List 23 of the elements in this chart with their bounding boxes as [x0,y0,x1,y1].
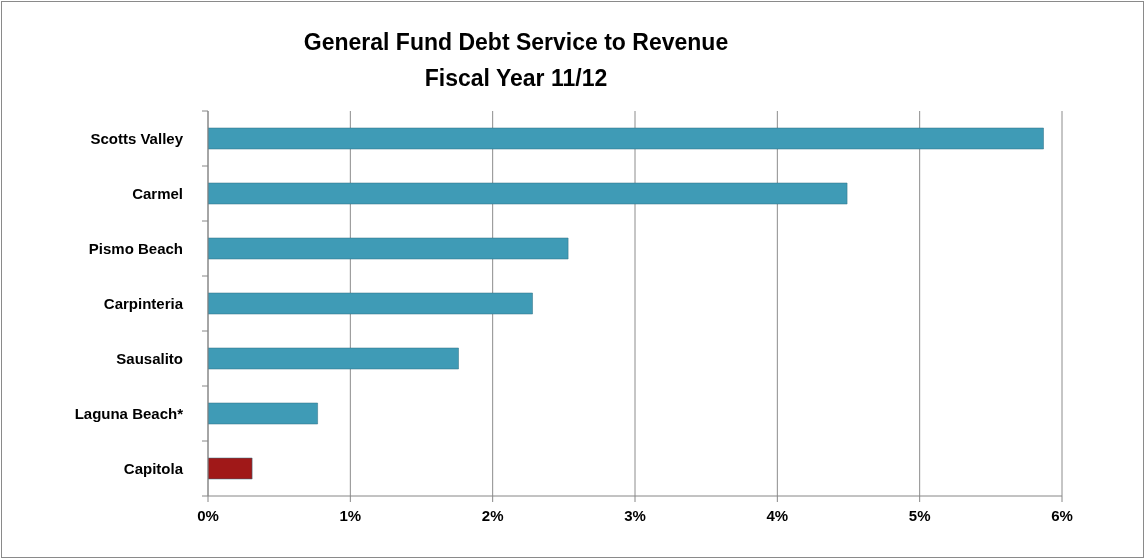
bar [208,347,459,370]
x-tick-label: 4% [766,506,789,524]
x-tick-label: 6% [1051,506,1073,524]
x-tick-label: 3% [624,506,646,524]
x-tick-label: 5% [908,506,931,524]
y-tick-label: Laguna Beach* [74,405,184,422]
x-tick-label: 0% [197,506,219,524]
y-tick-label: Scotts Valley [90,130,184,147]
y-tick-label: Pismo Beach [88,240,183,257]
y-tick-label: Carpinteria [103,295,184,312]
x-tick-label: 1% [339,506,362,524]
y-tick-label: Carmel [132,185,183,202]
bar [208,402,318,425]
bar [208,237,569,260]
bar [208,182,848,205]
chart-title: General Fund Debt Service to Revenue [302,28,730,57]
x-tick-label: 2% [481,506,504,524]
chart-subtitle: Fiscal Year 11/12 [423,64,609,93]
bar [208,127,1044,150]
bar [208,292,533,315]
y-tick-label: Sausalito [116,350,183,367]
bar [208,457,253,480]
y-tick-label: Capitola [123,460,184,477]
